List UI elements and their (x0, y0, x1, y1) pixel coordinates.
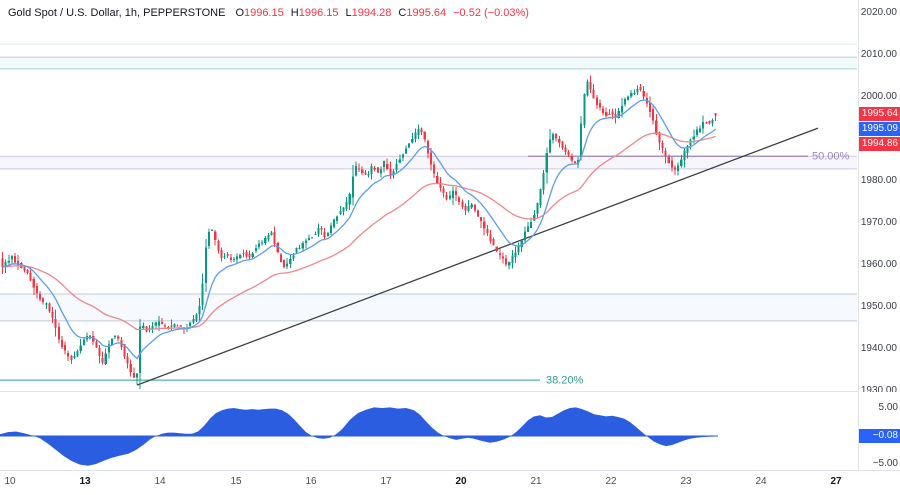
time-label-15: 15 (230, 476, 242, 487)
oscillator-area (0, 407, 718, 466)
price-tick-1960: 1960.00 (860, 259, 897, 270)
price-tick-2020: 2020.00 (860, 7, 897, 19)
time-label-13: 13 (79, 476, 91, 487)
ascending-trendline[interactable] (136, 127, 819, 386)
symbol-title: Gold Spot / U.S. Dollar, 1h, PEPPERSTONE (8, 7, 226, 19)
fib-382-line[interactable]: 38.20% (0, 375, 584, 387)
fib-50-line[interactable]: 50.00% (528, 151, 850, 163)
price-tick-1930: 1930.00 (860, 385, 897, 396)
candles-series[interactable] (1, 75, 717, 390)
level-band-lower-blue-zone[interactable] (0, 293, 857, 322)
symbol-info-bar[interactable]: Gold Spot / U.S. Dollar, 1h, PEPPERSTONE… (8, 7, 529, 19)
time-label-20: 20 (455, 476, 467, 487)
fib-382-label: 38.20% (546, 375, 584, 387)
ma-slow-line (2, 132, 716, 331)
price-tick-1950: 1950.00 (860, 301, 897, 312)
price-change: −0.52 (−0.03%) (453, 7, 529, 19)
price-tag-2: 1994.86 (859, 137, 900, 151)
level-band-upper-teal-zone[interactable] (0, 56, 857, 70)
price-tick-2010: 2010.00 (860, 49, 897, 61)
time-axis[interactable]: 10 13 14 15 16 17 20 21 22 23 24 27 (0, 470, 900, 495)
time-label-23: 23 (680, 476, 692, 487)
price-tick-1940: 1940.00 (860, 343, 897, 354)
fib-50-label: 50.00% (812, 151, 850, 163)
price-tick-2000: 2000.00 (860, 91, 897, 102)
ohlc-open: O1996.15 (235, 7, 284, 19)
time-label-17: 17 (380, 476, 392, 487)
time-label-21: 21 (530, 476, 542, 487)
price-tag-1: 1995.09 (859, 122, 900, 136)
time-label-27: 27 (830, 476, 842, 487)
ohlc-high: H1996.15 (290, 7, 339, 19)
time-label-16: 16 (305, 476, 317, 487)
price-tick-1980: 1980.00 (860, 175, 897, 186)
price-tag-0: 1995.64 (859, 107, 900, 121)
price-axis[interactable]: 2020.00 2010.00 2000.00 1980.00 1970.00 1960.… (858, 0, 900, 470)
ma-fast-line (2, 99, 717, 360)
ohlc-low: L1994.28 (345, 7, 392, 19)
time-label-10: 10 (4, 476, 16, 487)
time-label-22: 22 (605, 476, 617, 487)
time-label-24: 24 (755, 476, 767, 487)
osc-value-tag: −0.08 (859, 429, 900, 443)
chart-plot[interactable]: 38.20% 50.00% (0, 0, 858, 470)
osc-tick-5: 5.00 (878, 402, 898, 413)
time-label-14: 14 (154, 476, 166, 487)
chart-canvas[interactable]: 38.20% 50.00% Gold Spot / U.S. Dollar, 1h… (0, 0, 858, 470)
price-tick-1970: 1970.00 (860, 217, 897, 228)
osc-tick--5: −5.00 (872, 458, 898, 469)
ohlc-close: C1995.64 (398, 7, 447, 19)
